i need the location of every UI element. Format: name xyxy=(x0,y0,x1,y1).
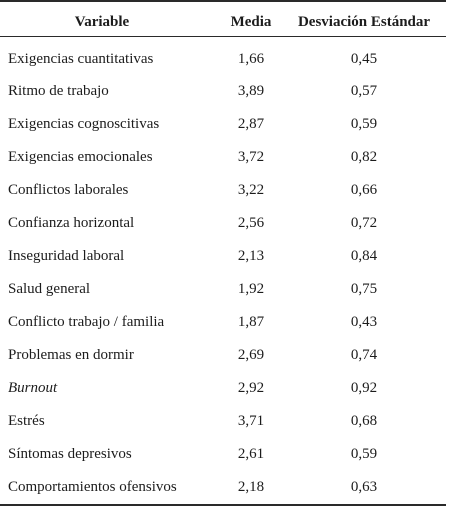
mean-cell: 3,71 xyxy=(237,413,265,429)
mean-cell: 3,22 xyxy=(237,182,265,198)
table-row: Comportamientos ofensivos 2,18 0,63 xyxy=(0,471,446,506)
mean-cell: 3,72 xyxy=(237,149,265,165)
header-mean: Media xyxy=(220,8,282,37)
table-header: Variable Media Desviación Estándar xyxy=(0,0,446,37)
mean-cell: 2,92 xyxy=(237,380,265,396)
mean-cell: 1,66 xyxy=(237,50,265,67)
mean-cell: 3,89 xyxy=(237,83,265,99)
standard-deviation-cell: 0,59 xyxy=(350,116,378,132)
variable-cell: Inseguridad laboral xyxy=(8,248,125,264)
variable-cell: Síntomas depresivos xyxy=(8,446,132,462)
variable-cell: Estrés xyxy=(8,413,45,429)
variable-cell: Comportamientos ofensivos xyxy=(0,471,220,506)
standard-deviation-cell: 0,74 xyxy=(350,347,378,363)
mean-cell: 1,87 xyxy=(237,314,265,330)
mean-cell: 1,92 xyxy=(237,281,265,297)
standard-deviation-cell: 0,57 xyxy=(350,83,378,99)
mean-cell: 2,18 xyxy=(220,471,282,506)
table-row: Conflicto trabajo / familia 1,87 0,43 xyxy=(0,306,446,339)
header-variable: Variable xyxy=(0,8,220,37)
mean-cell: 2,61 xyxy=(237,446,265,462)
standard-deviation-cell: 0,82 xyxy=(350,149,378,165)
standard-deviation-cell: 0,59 xyxy=(350,446,378,462)
variable-cell: Exigencias cuantitativas xyxy=(8,50,154,67)
standard-deviation-cell: 0,63 xyxy=(282,471,446,506)
variable-cell: Exigencias cognoscitivas xyxy=(8,116,160,132)
header-standard-deviation: Desviación Estándar xyxy=(282,8,446,37)
standard-deviation-cell: 0,68 xyxy=(350,413,378,429)
standard-deviation-cell: 0,84 xyxy=(350,248,378,264)
table-row: Salud general 1,92 0,75 xyxy=(0,273,446,306)
variable-cell: Salud general xyxy=(8,281,91,297)
standard-deviation-cell: 0,66 xyxy=(350,182,378,198)
table-row: Burnout 2,92 0,92 xyxy=(0,372,446,405)
standard-deviation-cell: 0,72 xyxy=(350,215,378,231)
mean-cell: 2,13 xyxy=(237,248,265,264)
variable-cell: Conflictos laborales xyxy=(8,182,129,198)
table-body: Exigencias cuantitativas 1,66 0,45 Ritmo de… xyxy=(0,37,446,506)
table-row: Síntomas depresivos 2,61 0,59 xyxy=(0,438,446,471)
top-rule-row xyxy=(0,0,446,8)
variable-cell: Problemas en dormir xyxy=(8,347,134,363)
variable-cell: Burnout xyxy=(8,380,58,396)
table-row: Exigencias cognoscitivas 2,87 0,59 xyxy=(0,108,446,141)
table-row: Conflictos laborales 3,22 0,66 xyxy=(0,174,446,207)
standard-deviation-cell: 0,43 xyxy=(350,314,378,330)
top-rule xyxy=(0,0,446,8)
table-row: Problemas en dormir 2,69 0,74 xyxy=(0,339,446,372)
table-row: Inseguridad laboral 2,13 0,84 xyxy=(0,240,446,273)
table-row: Exigencias emocionales 3,72 0,82 xyxy=(0,141,446,174)
table-row: Ritmo de trabajo 3,89 0,57 xyxy=(0,75,446,108)
header-row: Variable Media Desviación Estándar xyxy=(0,8,446,37)
variable-cell: Conflicto trabajo / familia xyxy=(8,314,165,330)
variable-cell: Confianza horizontal xyxy=(8,215,135,231)
standard-deviation-cell: 0,45 xyxy=(350,50,378,67)
mean-cell: 2,87 xyxy=(237,116,265,132)
mean-cell: 2,69 xyxy=(237,347,265,363)
standard-deviation-cell: 0,92 xyxy=(350,380,378,396)
standard-deviation-cell: 0,75 xyxy=(350,281,378,297)
table-row: Estrés 3,71 0,68 xyxy=(0,405,446,438)
variable-cell: Ritmo de trabajo xyxy=(8,83,109,99)
mean-cell: 2,56 xyxy=(237,215,265,231)
table-row: Exigencias cuantitativas 1,66 0,45 xyxy=(0,37,446,76)
table-row: Confianza horizontal 2,56 0,72 xyxy=(0,207,446,240)
variable-cell: Exigencias emocionales xyxy=(8,149,153,165)
